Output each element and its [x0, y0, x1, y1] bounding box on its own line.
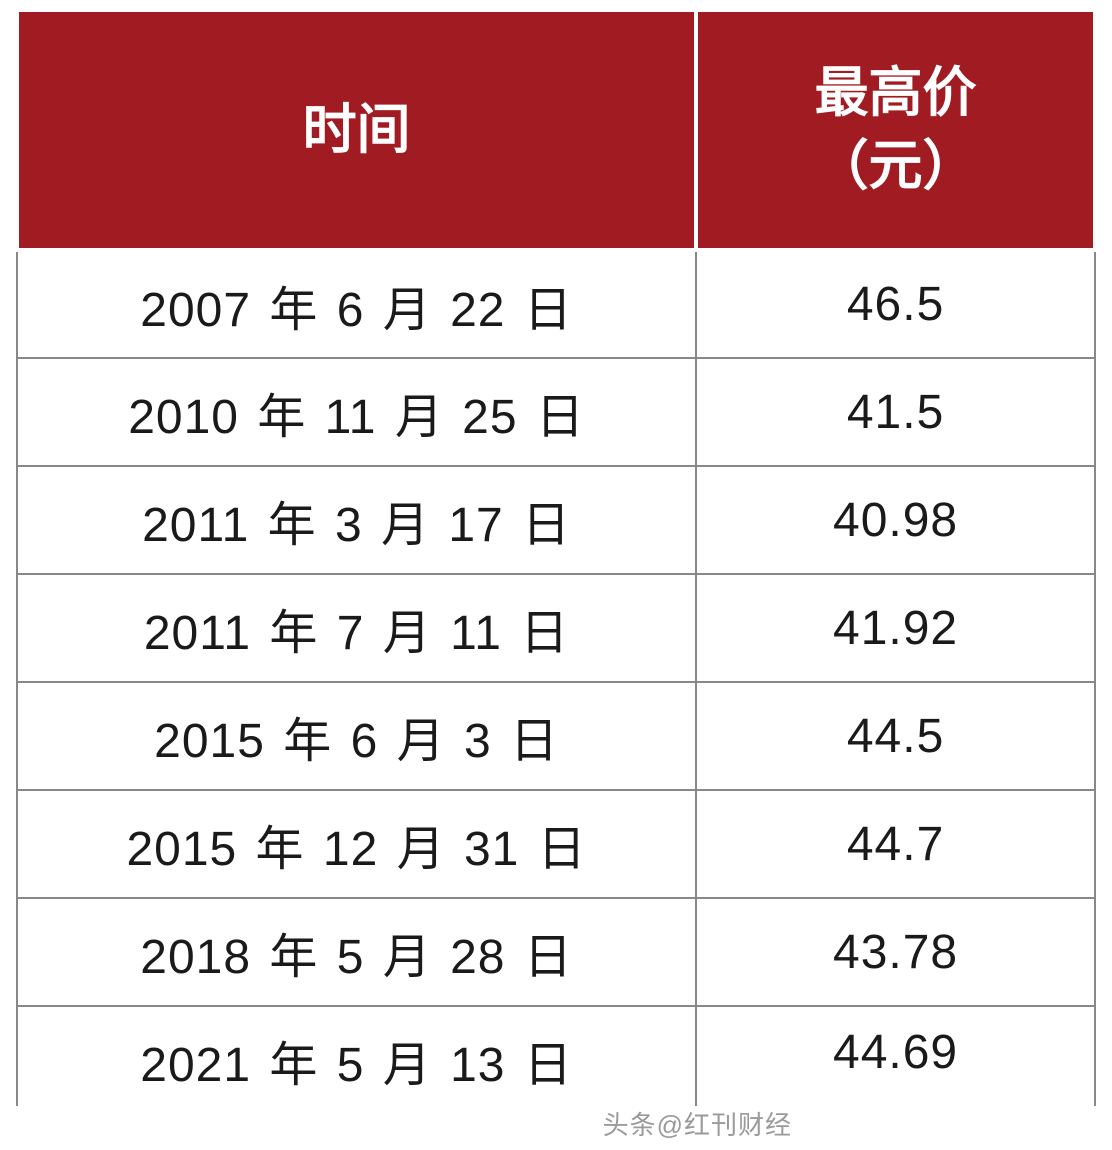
cell-price: 41.92	[696, 574, 1095, 682]
cell-date: 2018 年 5 月 28 日	[17, 898, 696, 1006]
table-row: 2010 年 11 月 25 日 41.5	[17, 358, 1095, 466]
cell-date: 2021 年 5 月 13 日	[17, 1006, 696, 1106]
table-body: 2007 年 6 月 22 日 46.5 2010 年 11 月 25 日 41…	[17, 250, 1095, 1106]
table-header: 时间 最高价（元）	[17, 10, 1095, 250]
table-row: 2015 年 6 月 3 日 44.5	[17, 682, 1095, 790]
table-row: 2011 年 7 月 11 日 41.92	[17, 574, 1095, 682]
table-row: 2011 年 3 月 17 日 40.98	[17, 466, 1095, 574]
cell-date: 2015 年 12 月 31 日	[17, 790, 696, 898]
cell-date: 2015 年 6 月 3 日	[17, 682, 696, 790]
cell-price: 44.7	[696, 790, 1095, 898]
price-table: 时间 最高价（元） 2007 年 6 月 22 日 46.5 2010 年 11…	[15, 8, 1097, 1106]
cell-date: 2011 年 7 月 11 日	[17, 574, 696, 682]
cell-price: 44.69	[696, 1006, 1095, 1106]
table-header-row: 时间 最高价（元）	[17, 10, 1095, 250]
table-row: 2018 年 5 月 28 日 43.78	[17, 898, 1095, 1006]
cell-date: 2011 年 3 月 17 日	[17, 466, 696, 574]
cell-price: 44.5	[696, 682, 1095, 790]
table-row: 2015 年 12 月 31 日 44.7	[17, 790, 1095, 898]
table-row: 2021 年 5 月 13 日 44.69	[17, 1006, 1095, 1106]
price-table-container: 时间 最高价（元） 2007 年 6 月 22 日 46.5 2010 年 11…	[15, 0, 1097, 1106]
attribution-text: 头条@红刊财经	[603, 1105, 792, 1142]
cell-date: 2010 年 11 月 25 日	[17, 358, 696, 466]
header-price: 最高价（元）	[696, 10, 1095, 250]
cell-price: 43.78	[696, 898, 1095, 1006]
cell-price: 46.5	[696, 250, 1095, 358]
header-date: 时间	[17, 10, 696, 250]
cell-price: 40.98	[696, 466, 1095, 574]
cell-date: 2007 年 6 月 22 日	[17, 250, 696, 358]
table-row: 2007 年 6 月 22 日 46.5	[17, 250, 1095, 358]
cell-price: 41.5	[696, 358, 1095, 466]
